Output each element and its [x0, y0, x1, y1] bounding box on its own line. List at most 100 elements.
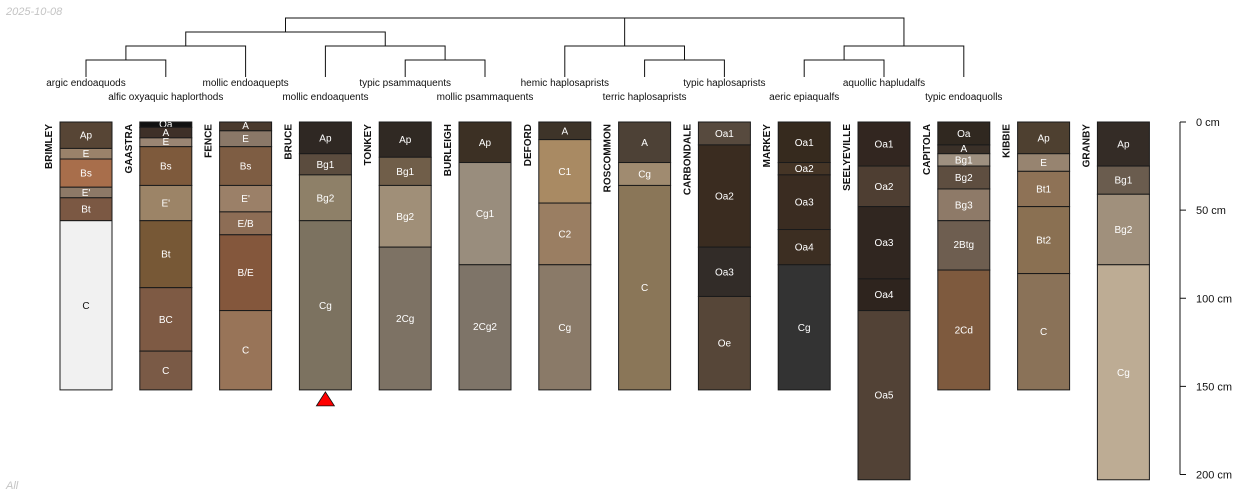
horizon-fence-c	[219, 310, 273, 391]
profile-name: CAPITOLA	[922, 124, 933, 175]
horizon-label: B/E	[238, 268, 254, 279]
dendrogram-link	[324, 45, 446, 77]
horizon-label: E'	[82, 188, 91, 199]
horizon-label: 2Cd	[955, 325, 973, 336]
horizon-kibbie-bt2	[1017, 206, 1071, 275]
dendrogram-link	[125, 45, 247, 77]
horizon-deford-cg	[538, 264, 592, 391]
horizon-tonkey-bg1	[378, 156, 432, 186]
horizon-tonkey-bg2	[378, 184, 432, 248]
horizon-tonkey-ap	[378, 121, 432, 158]
profile-name: BRUCE	[283, 124, 294, 160]
horizon-granby-bg1	[1096, 165, 1150, 195]
date-stamp: 2025-10-08	[6, 6, 63, 18]
horizon-label: Oa2	[875, 182, 894, 193]
taxon-label: alfic oxyaquic haplorthods	[108, 92, 223, 103]
horizon-label: Oa4	[875, 290, 894, 301]
horizon-label: A	[561, 126, 568, 137]
dendrogram-link	[185, 31, 386, 46]
depth-tick-label: 0 cm	[1196, 117, 1220, 129]
horizon-seelyeville-oa3	[857, 206, 911, 280]
horizon-label: Oa3	[875, 238, 894, 249]
horizon-fence-bs	[219, 146, 273, 186]
horizon-label: Bg2	[317, 193, 335, 204]
horizon-label: Cg1	[476, 209, 495, 220]
horizon-label: Ap	[479, 138, 492, 149]
profile-name: CARBONDALE	[682, 124, 693, 195]
horizon-label: E'	[162, 199, 171, 210]
horizon-kibbie-c	[1017, 273, 1071, 391]
horizon-granby-ap	[1096, 121, 1150, 167]
horizon-label: Cg	[319, 301, 332, 312]
horizon-label: Bg2	[955, 173, 973, 184]
horizon-label: Oe	[718, 339, 732, 350]
horizon-label: C2	[558, 229, 571, 240]
horizon-markey-oa3	[777, 174, 831, 231]
profile-seelyeville: Oa1 Oa2 Oa3 Oa4 Oa5 SEELYEVILLE	[842, 121, 911, 481]
horizon-deford-c1	[538, 139, 592, 204]
horizon-label: Oa	[957, 129, 971, 140]
profile-carbondale: Oa1 Oa2 Oa3 Oe CARBONDALE	[682, 121, 751, 391]
horizon-label: E	[83, 149, 90, 160]
taxon-label: aeric epiaqualfs	[769, 92, 839, 103]
horizon-label: Bt	[81, 205, 91, 216]
taxon-label: hemic haplosaprists	[521, 78, 609, 89]
horizon-label: C	[242, 346, 249, 357]
horizon-label: Ap	[319, 133, 332, 144]
profile-markey: Oa1 Oa2 Oa3 Oa4 Cg MARKEY	[762, 121, 831, 391]
horizon-label: Ap	[399, 135, 412, 146]
horizon-gaastra-c	[139, 350, 193, 391]
depth-tick-label: 50 cm	[1196, 205, 1226, 217]
horizon-label: Bt2	[1036, 236, 1051, 247]
taxon-label: aquollic hapludalfs	[843, 78, 925, 89]
profile-name: GRANBY	[1081, 124, 1092, 168]
horizon-label: E	[162, 137, 169, 148]
profile-brimley: Ap E Bs E' Bt C BRIMLEY	[44, 121, 113, 391]
profile-fence: AE Bs E' E/B B/E C FENCE	[204, 121, 273, 391]
horizon-label: Ap	[1037, 133, 1050, 144]
horizon-roscommon-a	[618, 121, 672, 164]
horizon-gaastra-bs	[139, 146, 193, 186]
horizon-fence-e	[219, 184, 273, 213]
profile-name: GAASTRA	[124, 124, 135, 173]
horizon-label: Bs	[160, 162, 172, 173]
horizon-label: Cg	[638, 169, 651, 180]
profile-burleigh: Ap Cg1 2Cg2 BURLEIGH	[443, 121, 512, 391]
profile-bruce: Ap Bg1 Bg2 Cg BRUCE	[283, 121, 352, 391]
horizon-label: Oa	[159, 119, 173, 130]
depth-axis: 0 cm 50 cm 100 cm 150 cm 200 cm	[1179, 117, 1232, 482]
dendrogram-link	[85, 59, 167, 77]
horizon-label: BC	[159, 315, 173, 326]
horizon-markey-oa4	[777, 229, 831, 266]
horizon-label: C	[1040, 327, 1047, 338]
horizon-deford-c2	[538, 202, 592, 266]
horizon-label: 2Cg	[396, 314, 414, 325]
horizon-label: Oa2	[715, 192, 734, 203]
horizon-brimley-bs	[59, 158, 113, 188]
horizon-label: A	[641, 138, 648, 149]
profile-name: MARKEY	[762, 124, 773, 168]
horizon-label: Bt1	[1036, 184, 1051, 195]
horizon-tonkey-2cg	[378, 246, 432, 391]
dendrogram-link	[644, 59, 725, 77]
truncation-marker-icon	[315, 391, 336, 407]
horizon-label: Oa2	[795, 164, 814, 175]
profile-tonkey: Ap Bg1 Bg2 2Cg TONKEY	[363, 121, 432, 391]
horizon-bruce-cg	[298, 220, 352, 391]
horizon-label: Oa1	[795, 138, 814, 149]
dendrogram-link	[564, 45, 685, 77]
horizon-gaastra-bt	[139, 220, 193, 289]
profile-roscommon: A Cg C ROSCOMMON	[603, 121, 672, 391]
horizon-label: A	[162, 128, 169, 139]
taxon-label: typic endoaquolls	[925, 92, 1002, 103]
horizon-label: Bs	[240, 162, 252, 173]
horizon-bruce-ap	[298, 121, 352, 155]
marker-layer	[315, 391, 336, 407]
horizon-label: Oa5	[875, 391, 894, 402]
dendrogram-link	[843, 45, 965, 77]
horizon-label: E/B	[238, 219, 254, 230]
horizon-label: C	[82, 301, 89, 312]
